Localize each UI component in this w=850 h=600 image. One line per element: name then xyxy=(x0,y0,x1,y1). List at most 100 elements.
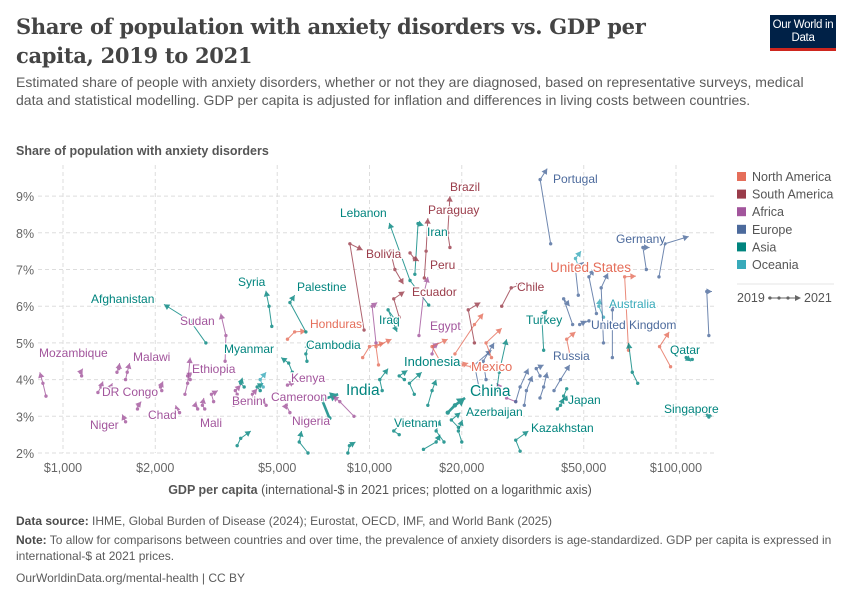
arrow-sudan xyxy=(218,313,228,363)
legend-swatch xyxy=(737,242,746,252)
arrow-country xyxy=(587,269,599,316)
y-tick-label: 3% xyxy=(16,410,34,424)
legend-item-oceania[interactable]: Oceania xyxy=(737,258,799,272)
arrow-country xyxy=(573,250,582,268)
logo-text: Our World in Data xyxy=(772,19,834,44)
year-dot xyxy=(397,315,401,319)
year-dot xyxy=(327,415,332,421)
country-label: India xyxy=(346,382,380,399)
arrowhead xyxy=(263,290,271,297)
arrow-line xyxy=(600,272,609,343)
country-label: Singapore xyxy=(664,402,719,416)
note-label: Note: xyxy=(16,533,47,547)
arrow-country xyxy=(705,288,712,338)
arrow-country xyxy=(183,357,193,396)
year-dot xyxy=(448,245,452,250)
year-dot xyxy=(430,388,434,393)
legend-item-africa[interactable]: Africa xyxy=(737,205,784,219)
year-dot xyxy=(594,311,599,316)
legend-item-asia[interactable]: Asia xyxy=(737,240,776,254)
legend-item-north-america[interactable]: North America xyxy=(737,170,831,184)
legend-item-europe[interactable]: Europe xyxy=(737,223,792,237)
year-dot xyxy=(565,387,569,391)
arrow-mexico xyxy=(460,361,474,369)
arrow-azerbaijan xyxy=(449,412,461,430)
arrow-line xyxy=(624,275,636,351)
arrow-country xyxy=(392,291,405,319)
year-dot xyxy=(261,385,265,389)
year-dot xyxy=(270,324,274,329)
country-label: Russia xyxy=(553,349,590,363)
year-dot xyxy=(421,447,426,452)
year-dot xyxy=(413,272,417,276)
arrowhead xyxy=(626,342,633,349)
x-tick-label: $10,000 xyxy=(347,461,392,475)
year-dot xyxy=(386,308,390,312)
year-dot xyxy=(541,385,546,389)
arrowhead xyxy=(38,372,45,379)
year-dot xyxy=(288,300,292,305)
time-legend-dot xyxy=(786,296,790,300)
arrowhead xyxy=(304,342,311,350)
arrowhead xyxy=(588,269,594,276)
legend-item-south-america[interactable]: South America xyxy=(737,188,833,202)
year-dot xyxy=(565,337,569,341)
arrow-line xyxy=(659,331,672,367)
country-label: Turkey xyxy=(526,313,562,327)
arrow-country xyxy=(466,302,481,345)
arrow-country xyxy=(426,379,438,407)
arrow-vietnam xyxy=(392,419,405,437)
arrowhead xyxy=(537,364,544,371)
y-tick-label: 8% xyxy=(16,227,34,241)
arrow-country xyxy=(157,381,164,393)
year-dot xyxy=(514,399,518,404)
year-dot xyxy=(392,297,396,301)
year-dot xyxy=(541,348,546,352)
source-label: Data source: xyxy=(16,514,89,528)
arrowhead xyxy=(522,430,529,437)
country-label: Myanmar xyxy=(224,342,274,356)
country-label: Brazil xyxy=(450,180,480,194)
year-dot xyxy=(290,370,295,374)
country-label: Germany xyxy=(616,232,665,246)
arrowhead xyxy=(107,383,113,390)
arrow-kazakhstan xyxy=(514,430,529,453)
year-dot xyxy=(540,315,544,319)
arrow-line xyxy=(628,342,639,384)
footer-url[interactable]: OurWorldinData.org/mental-health | CC BY xyxy=(16,571,245,585)
arrowhead xyxy=(288,381,295,387)
year-dot xyxy=(472,363,477,367)
year-dot xyxy=(255,385,259,389)
arrow-portugal xyxy=(538,168,553,246)
arrowhead xyxy=(477,313,484,320)
country-label: Palestine xyxy=(297,280,347,294)
arrow-country xyxy=(481,342,495,382)
arrowhead xyxy=(401,370,408,377)
country-label: Ecuador xyxy=(412,285,457,299)
country-label: Chile xyxy=(517,280,545,294)
country-label: DR Congo xyxy=(102,385,158,399)
year-dot xyxy=(484,341,488,345)
arrow-line xyxy=(371,302,378,343)
year-dot xyxy=(402,377,407,382)
year-dot xyxy=(576,264,581,268)
arrow-germany xyxy=(641,244,650,272)
time-legend-dot xyxy=(777,296,781,300)
arrowhead xyxy=(234,399,241,406)
arrow-line xyxy=(289,294,307,333)
arrow-niger xyxy=(121,414,128,424)
time-legend-start: 2019 xyxy=(737,291,765,305)
arrow-country xyxy=(135,401,142,411)
year-dot xyxy=(264,403,268,407)
year-dot xyxy=(346,451,350,455)
arrowhead xyxy=(496,383,503,390)
year-dot xyxy=(504,396,509,400)
year-dot xyxy=(558,377,563,382)
country-label: Malawi xyxy=(133,350,170,364)
year-dot xyxy=(561,297,566,301)
arrow-country xyxy=(370,302,378,345)
year-dot xyxy=(561,394,566,398)
year-dot xyxy=(456,429,461,433)
year-dot xyxy=(552,388,556,393)
owid-logo[interactable]: Our World in Data xyxy=(770,15,836,51)
